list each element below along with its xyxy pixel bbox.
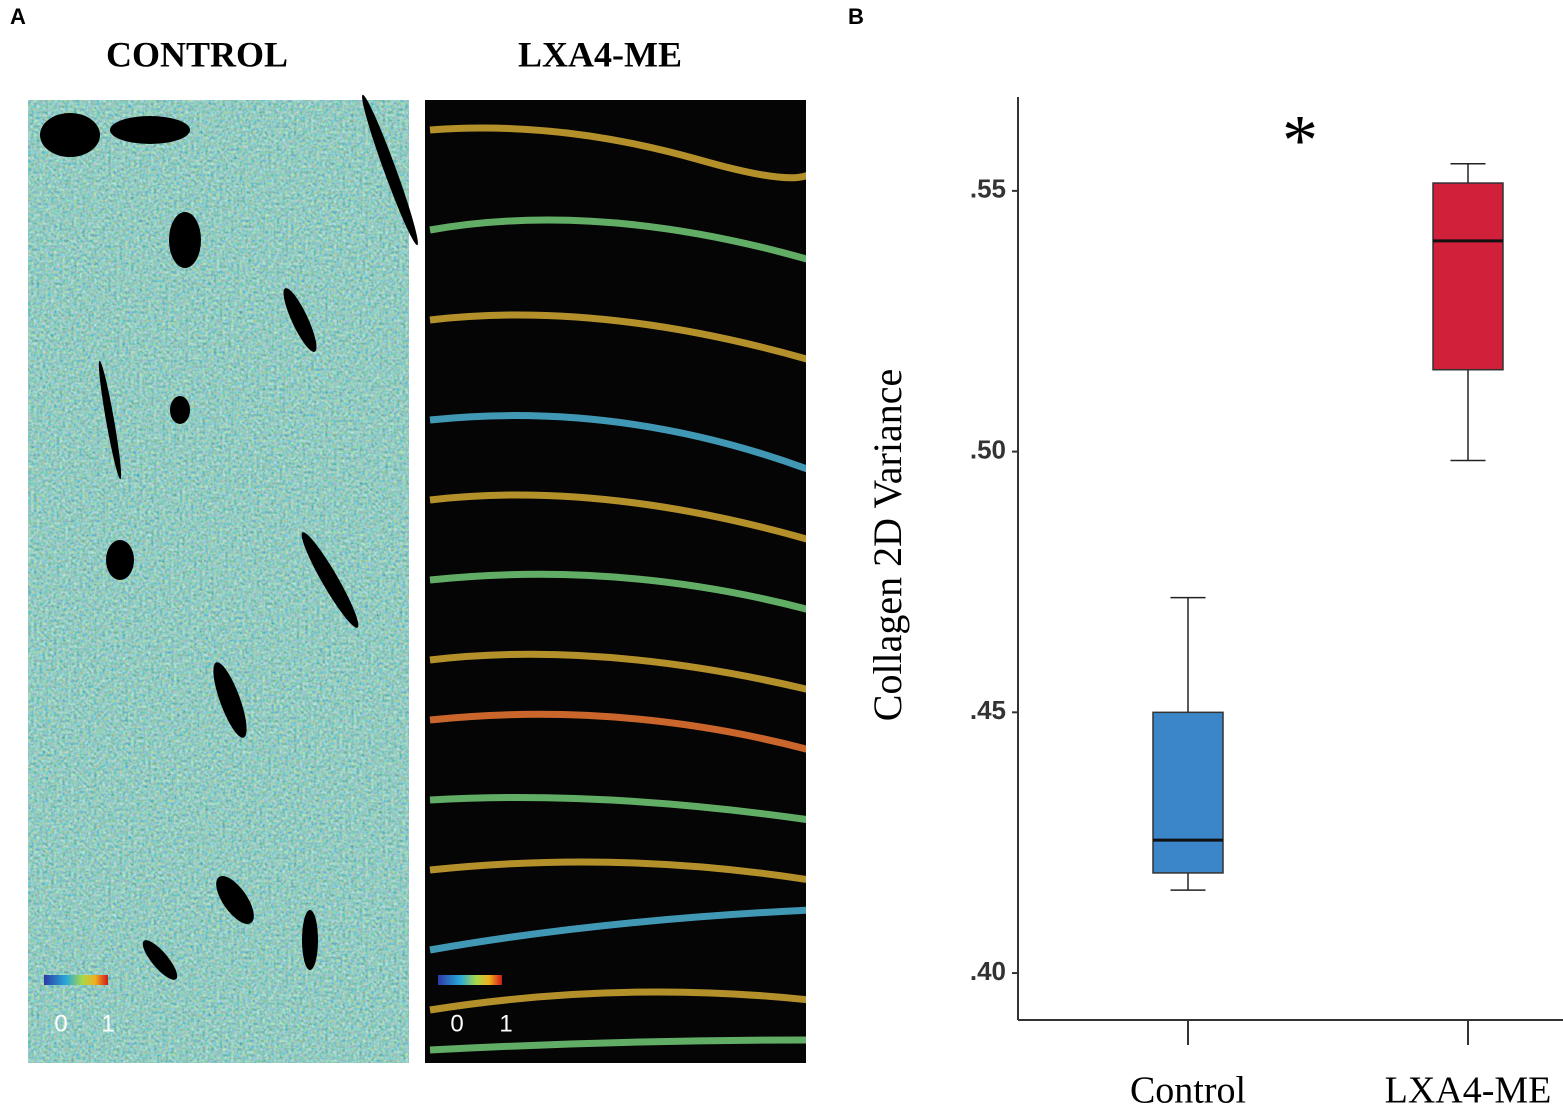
image-title: CONTROL	[106, 34, 288, 74]
control-image: 0 1	[28, 94, 418, 1063]
scale-label: 0	[450, 1010, 463, 1037]
x-tick-label: Control	[1130, 1070, 1246, 1108]
box	[1432, 182, 1504, 371]
scale-label: 0	[54, 1010, 67, 1037]
panel-label: B	[848, 4, 864, 29]
y-tick-label: .45	[970, 695, 1006, 725]
y-tick-label: .40	[970, 956, 1006, 986]
panel-label: A	[10, 4, 26, 29]
y-tick-label: .55	[970, 174, 1006, 204]
box	[1152, 711, 1224, 874]
image-title: LXA4-ME	[518, 34, 682, 74]
y-tick-label: .50	[970, 434, 1006, 464]
y-axis-label: Collagen 2D Variance	[865, 369, 910, 721]
significance-mark: *	[1282, 101, 1318, 181]
lxa4-image: 0 1	[425, 100, 806, 1063]
scale-label: 1	[101, 1010, 114, 1037]
scale-label: 1	[499, 1010, 512, 1037]
x-tick-label: LXA4-ME	[1385, 1070, 1552, 1108]
box-plot: Collagen 2D Variance * .40 .45 .50 .55 Contr…	[865, 97, 1563, 1108]
